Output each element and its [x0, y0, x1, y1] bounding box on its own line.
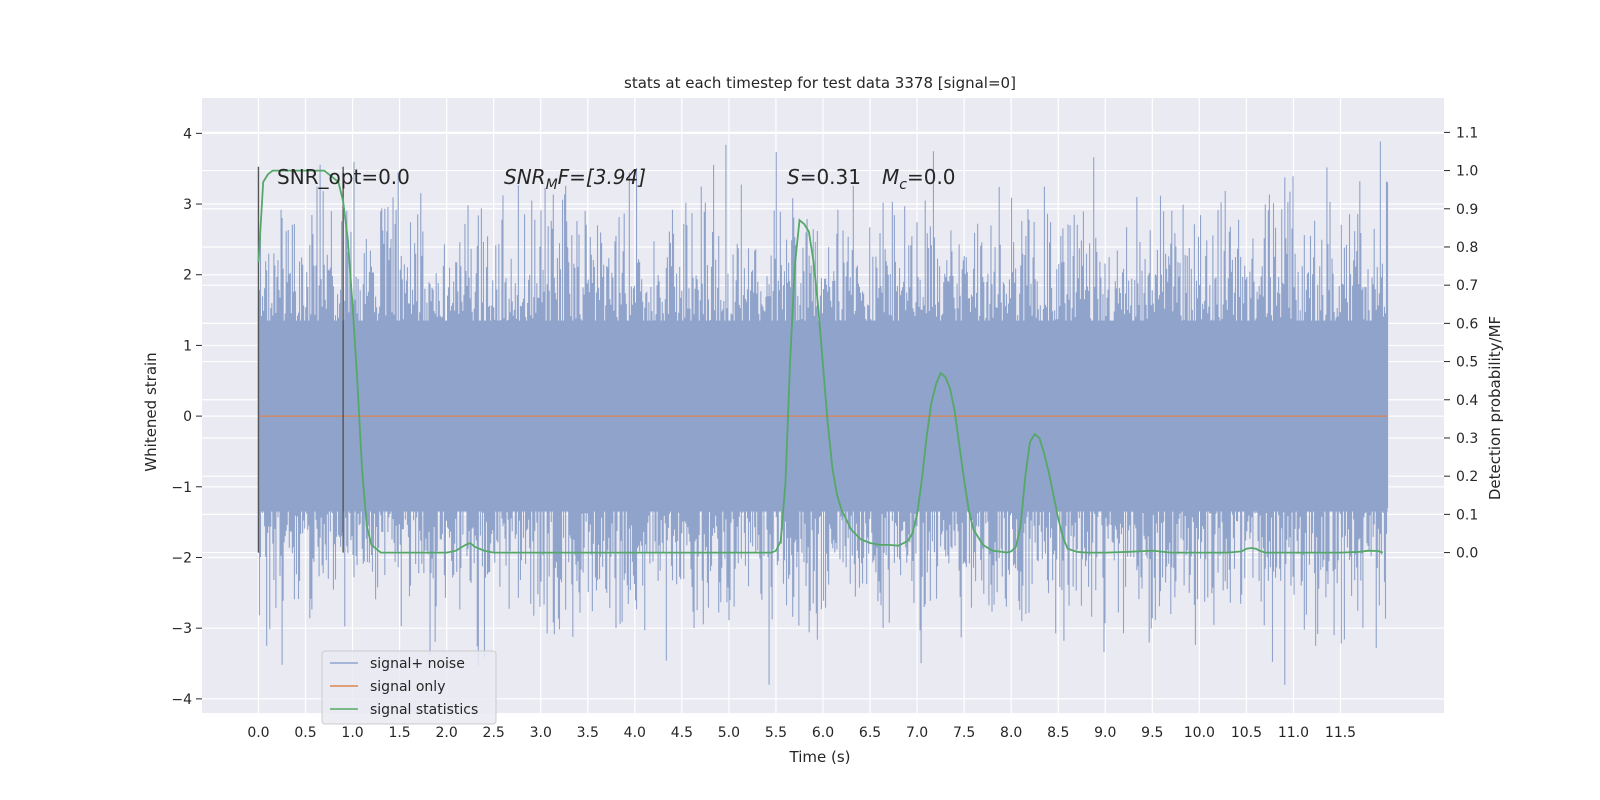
x-tick-label: 3.5	[577, 725, 599, 741]
y-right-tick-label: 0.3	[1456, 431, 1478, 447]
legend-label-signal-noise: signal+ noise	[370, 656, 465, 672]
snr-mf-subscript: M	[546, 177, 558, 193]
mc-value: =0.0	[907, 165, 956, 189]
x-tick-label: 9.5	[1141, 725, 1163, 741]
x-tick-label: 7.0	[906, 725, 928, 741]
y-right-tick-label: 0.9	[1456, 202, 1478, 218]
y-axis-ticks: 4 3 2 1 0 −1 −2 −3 −4	[171, 126, 202, 708]
annotation-snr-mf: SNRMF=[3.94]	[504, 165, 646, 193]
x-tick-label: 7.5	[953, 725, 975, 741]
y-right-tick-label: 0.4	[1456, 393, 1478, 409]
x-tick-label: 5.5	[765, 725, 787, 741]
x-tick-label: 9.0	[1094, 725, 1116, 741]
x-tick-label: 1.5	[388, 725, 410, 741]
legend: signal+ noise signal only signal statist…	[321, 650, 497, 725]
y-tick-label: 3	[183, 197, 192, 213]
y-tick-label: 2	[183, 268, 192, 284]
legend-label-signal-only: signal only	[370, 679, 445, 695]
x-tick-label: 10.0	[1184, 725, 1215, 741]
snr-mf-symbol: SNR	[504, 165, 546, 189]
chart-title: stats at each timestep for test data 337…	[624, 74, 1016, 92]
y-right-tick-label: 0.1	[1456, 507, 1478, 523]
y-right-axis-label: Detection probability/MF	[1486, 316, 1504, 500]
x-tick-label: 8.0	[1000, 725, 1022, 741]
s-value: =0.31	[800, 165, 861, 189]
legend-label-signal-statistics: signal statistics	[370, 702, 478, 718]
mc-symbol: M	[882, 165, 899, 189]
x-tick-label: 0.5	[294, 725, 316, 741]
x-tick-label: 6.0	[812, 725, 834, 741]
x-tick-label: 1.0	[341, 725, 363, 741]
mc-subscript: c	[899, 177, 907, 193]
x-tick-label: 6.5	[859, 725, 881, 741]
window-markers	[257, 166, 344, 553]
y-tick-label: 0	[183, 409, 192, 425]
x-tick-label: 11.5	[1325, 725, 1356, 741]
y-right-tick-label: 0.8	[1456, 240, 1478, 256]
annotation-s: S=0.31	[787, 165, 861, 189]
x-tick-label: 5.0	[718, 725, 740, 741]
x-tick-label: 2.0	[436, 725, 458, 741]
annotation-mc: Mc=0.0	[882, 165, 956, 193]
y-tick-label: 4	[183, 126, 192, 142]
y-axis-label: Whitened strain	[142, 352, 160, 471]
x-tick-label: 0.0	[247, 725, 269, 741]
y-tick-label: −3	[171, 621, 192, 637]
x-tick-label: 11.0	[1278, 725, 1309, 741]
x-tick-label: 4.5	[671, 725, 693, 741]
series-signal-statistics-line	[257, 169, 1384, 554]
y-right-tick-label: 0.7	[1456, 278, 1478, 294]
y-right-axis-ticks: 1.1 1.0 0.9 0.8 0.7 0.6 0.5 0.4 0.3 0.2 0.1 0.0	[1444, 125, 1478, 562]
x-tick-label: 4.0	[624, 725, 646, 741]
y-right-tick-label: 0.0	[1456, 546, 1478, 562]
x-tick-label: 3.0	[530, 725, 552, 741]
y-right-tick-label: 1.1	[1456, 125, 1478, 141]
y-tick-label: 1	[183, 338, 192, 354]
y-right-tick-label: 1.0	[1456, 164, 1478, 180]
y-tick-label: −2	[171, 550, 192, 566]
x-tick-label: 2.5	[483, 725, 505, 741]
y-right-tick-label: 0.2	[1456, 469, 1478, 485]
y-tick-label: −1	[171, 480, 192, 496]
x-axis-ticks: 0.0 0.5 1.0 1.5 2.0 2.5 3.0 3.5 4.0 4.5 5.0 5.5 6.0 6…	[247, 725, 1356, 741]
x-tick-label: 8.5	[1047, 725, 1069, 741]
s-symbol: S	[787, 165, 800, 189]
legend-box	[321, 650, 497, 725]
y-right-tick-label: 0.5	[1456, 355, 1478, 371]
annotation-snr-opt: SNR_opt=0.0	[277, 165, 410, 189]
y-tick-label: −4	[171, 692, 192, 708]
x-axis-label: Time (s)	[789, 748, 851, 766]
snr-mf-value: F=[3.94]	[558, 165, 646, 189]
x-tick-label: 10.5	[1231, 725, 1262, 741]
y-right-tick-label: 0.6	[1456, 316, 1478, 332]
